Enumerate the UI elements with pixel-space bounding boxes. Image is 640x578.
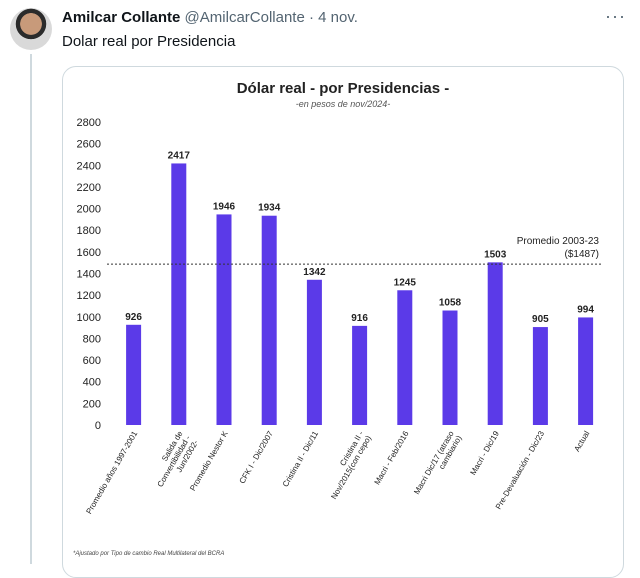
bars-group: 926 2417 1946 1934 1342 916 1245 1058 1503 905 994 [125,150,594,425]
y-tick-label: 200 [83,398,101,410]
bar-value-label: 1946 [213,201,236,212]
x-tick-label: CFK I - Dic/2007 [238,429,276,485]
bar [216,214,232,425]
separator-dot: · [308,9,314,26]
bar-value-label: 916 [351,313,368,324]
bar-value-label: 1058 [439,298,462,309]
bar-value-label: 926 [125,312,142,323]
tweet-text: Dolar real por Presidencia [62,33,236,50]
chart-subtitle: -en pesos de nov/2024- [296,99,391,109]
author-handle[interactable]: @AmilcarCollante [184,9,305,26]
bar-value-label: 1342 [303,267,326,278]
y-tick-label: 800 [83,333,101,345]
bar-value-label: 1245 [394,277,417,288]
bar [352,325,368,425]
more-options-icon[interactable]: ··· [605,6,626,26]
y-tick-label: 1000 [77,312,101,324]
media-card[interactable]: Dólar real - por Presidencias - -en peso… [62,66,624,578]
bar [487,262,503,425]
bar-value-label: 994 [577,304,594,315]
y-tick-label: 1800 [77,225,101,237]
y-tick-label: 1400 [77,269,101,281]
reference-line-label: Promedio 2003-23 [517,236,600,247]
y-tick-label: 400 [83,377,101,389]
y-tick-label: 0 [95,420,101,432]
bar [306,279,322,425]
x-tick-label: Macri - Dic/19 [468,429,501,477]
x-tick-label: Actual [572,429,591,453]
y-tick-label: 1200 [77,290,101,302]
y-tick-label: 600 [83,355,101,367]
reference-line-group: Promedio 2003-23 ($1487) [107,236,603,265]
bar-value-label: 1934 [258,203,281,214]
y-tick-label: 2800 [77,117,101,129]
bar [261,215,277,425]
bar-chart: Dólar real - por Presidencias - -en peso… [73,80,603,557]
y-tick-label: 2600 [77,139,101,151]
bar-value-label: 2417 [168,150,191,161]
chart-footnote: *Ajustado por Tipo de cambio Real Multil… [73,551,224,557]
x-tick-label: Promedio años 1997-2001 [84,429,139,516]
bar [578,317,594,425]
bar [397,290,413,425]
author-name[interactable]: Amilcar Collante [62,9,181,26]
chart-title: Dólar real - por Presidencias - [237,80,450,97]
bar [126,324,142,425]
x-tick-label: Cristina II -Nov/2015(con cepo) [322,429,374,501]
y-tick-label: 2000 [77,204,101,216]
y-tick-label: 2200 [77,182,101,194]
tweet-header: Amilcar Collante @AmilcarCollante · 4 no… [62,9,358,26]
reference-line-value: ($1487) [565,249,599,260]
thread-line [30,54,32,564]
x-tick-label: Macri Dic/17 (atrasocambiario) [412,429,464,500]
y-tick-label: 1600 [77,247,101,259]
x-tick-label: Pre-Devaluación - Dic/23 [494,429,547,511]
avatar[interactable] [10,8,52,50]
x-tick-label: Cristina II - Dic/11 [281,429,321,489]
x-tick-label: Macri - Feb/2016 [373,429,411,486]
bar-value-label: 905 [532,314,549,325]
bar [171,163,187,425]
x-tick-label: Promedio Nestor K [188,429,230,493]
y-tick-label: 2400 [77,160,101,172]
x-axis-labels: Promedio años 1997-2001 Salida deConverti… [84,429,591,516]
tweet-date[interactable]: 4 nov. [318,9,358,26]
bar [532,327,548,425]
bar [442,310,458,425]
y-axis: 0 200 400 600 800 1000 1200 1400 1600 1800 2000 220… [77,117,101,432]
bar-value-label: 1503 [484,249,507,260]
